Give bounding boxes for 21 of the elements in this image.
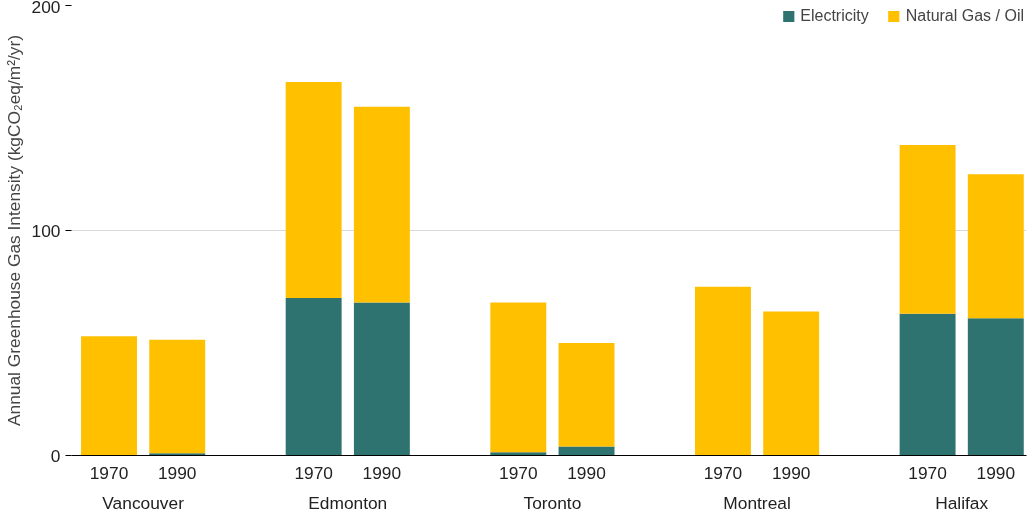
x-tick-label: 1970 bbox=[908, 462, 947, 483]
x-tick-label: 1990 bbox=[157, 462, 197, 483]
x-tick-label: 1990 bbox=[771, 462, 811, 483]
x-tick-label: 1970 bbox=[499, 462, 538, 483]
y-axis-title: Annual Greenhouse Gas Intensity (kgCO₂eq/m²/yr) bbox=[3, 35, 24, 426]
text: Halifax bbox=[935, 492, 989, 513]
text: Edmonton bbox=[308, 492, 388, 513]
y-tick-label: 0 bbox=[50, 445, 61, 466]
x-tick-label: 1970 bbox=[703, 462, 743, 483]
x-tick-label: 1990 bbox=[362, 462, 402, 483]
x-tick-label: 1970 bbox=[89, 462, 129, 483]
text: Montreal bbox=[723, 492, 791, 513]
x-tick-label: 1990 bbox=[567, 462, 606, 483]
legend-label: Natural Gas / Oil bbox=[905, 7, 1024, 25]
y-tick-label: 100 bbox=[31, 220, 61, 241]
text: Toronto bbox=[523, 492, 582, 513]
text: Vancouver bbox=[102, 492, 185, 513]
x-tick-label: 1990 bbox=[976, 462, 1016, 483]
x-tick-label: 1970 bbox=[294, 462, 333, 483]
legend-label: Electricity bbox=[800, 7, 869, 25]
y-tick-label: 200 bbox=[31, 0, 61, 17]
